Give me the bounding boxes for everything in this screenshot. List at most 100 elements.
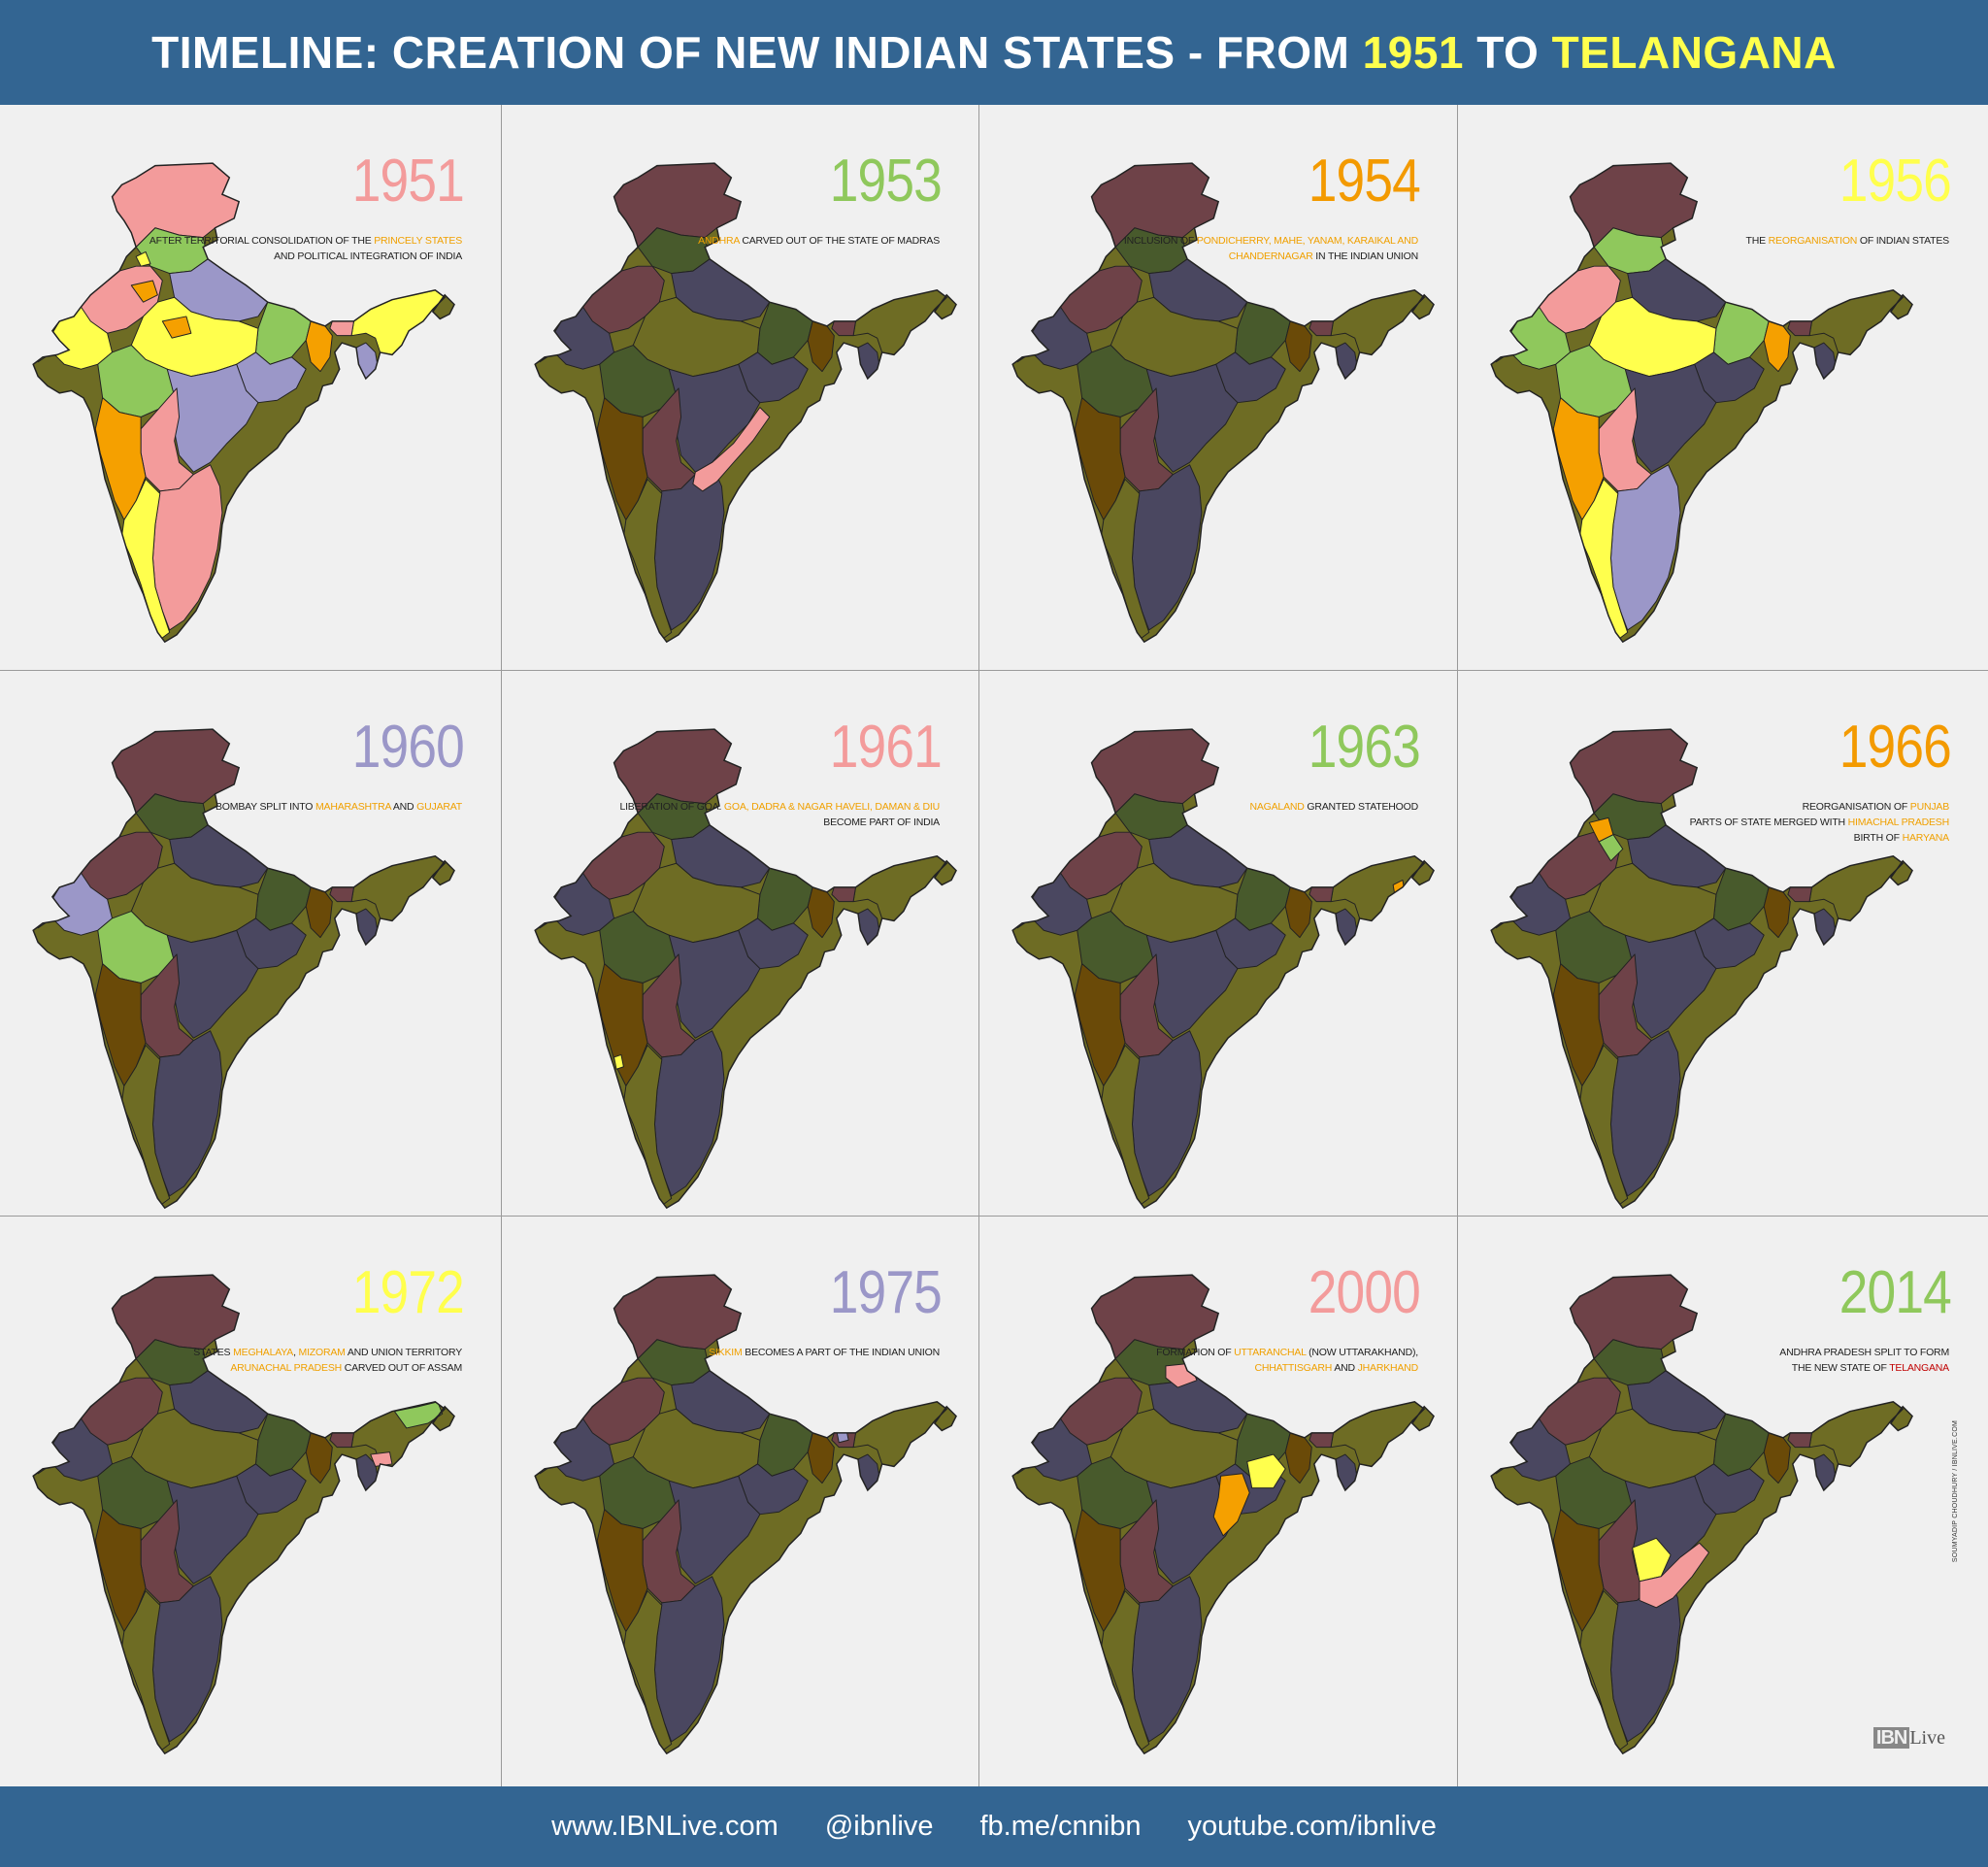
event-description: ANDHRA CARVED OUT OF THE STATE OF MADRAS — [619, 233, 940, 249]
state-region — [388, 1465, 403, 1489]
india-map-1956 — [1470, 142, 1936, 656]
year-label: 1956 — [1839, 148, 1952, 215]
description-text: AND — [1332, 1362, 1358, 1374]
india-outline — [1011, 1274, 1435, 1755]
description-text: AFTER TERRITORIAL CONSOLIDATION OF THE — [149, 235, 375, 247]
description-text: (NOW UTTARAKHAND), — [1306, 1347, 1418, 1358]
title-part-timeline: TIMELINE: — [151, 27, 380, 78]
event-description: STATES MEGHALAYA, MIZORAM AND UNION TERR… — [142, 1345, 462, 1376]
year-label: 1951 — [351, 148, 465, 215]
panel-1954: 1954 INCLUSION OF PONDICHERRY, MAHE, YANA… — [979, 105, 1458, 671]
highlighted-state-name: PUNJAB — [1909, 801, 1949, 813]
year-label: 1963 — [1308, 714, 1421, 781]
description-text: BIRTH OF — [1853, 832, 1903, 844]
state-region — [807, 320, 835, 373]
india-outline — [1011, 728, 1435, 1210]
state-region — [1191, 583, 1200, 597]
india-outline — [534, 728, 957, 1210]
event-description: THE REORGANISATION OF INDIAN STATES — [1629, 233, 1950, 249]
description-text: AND POLITICAL INTEGRATION OF INDIA — [274, 250, 462, 262]
state-region — [305, 1432, 333, 1484]
state-region — [622, 479, 673, 641]
state-region — [1100, 479, 1150, 641]
state-region — [161, 316, 192, 339]
state-region — [1212, 1473, 1250, 1537]
highlighted-state-name: NAGALAND — [1249, 801, 1305, 813]
state-region — [305, 320, 333, 373]
year-label: 1975 — [829, 1259, 943, 1326]
year-label: 1960 — [351, 714, 465, 781]
event-description: ANDHRA PRADESH SPLIT TO FORM THE NEW STAT… — [1629, 1345, 1949, 1376]
state-region — [1284, 886, 1312, 939]
highlighted-state-name: UTTARANCHAL — [1234, 1347, 1307, 1358]
india-outline — [1490, 1274, 1913, 1755]
year-label: 1954 — [1308, 148, 1421, 215]
year-label: 1972 — [351, 1259, 465, 1326]
india-outline — [32, 162, 455, 644]
state-region — [135, 250, 151, 267]
panel-2000: 2000 FORMATION OF UTTARANCHAL (NOW UTTARA… — [979, 1217, 1458, 1786]
description-text: CARVED OUT OF ASSAM — [342, 1362, 462, 1374]
india-map-1966 — [1470, 708, 1936, 1216]
description-text: PARTS OF STATE MERGED WITH — [1689, 817, 1848, 828]
highlighted-state-name: MEGHALAYA — [233, 1347, 294, 1358]
footer-link-facebook[interactable]: fb.me/cnnibn — [979, 1811, 1142, 1842]
india-map-1951 — [12, 142, 478, 656]
description-text: INCLUSION OF — [1123, 235, 1197, 247]
highlighted-state-name: TELANGANA — [1889, 1362, 1949, 1374]
footer-link-website[interactable]: www.IBNLive.com — [551, 1811, 779, 1842]
highlighted-state-name: ANDHRA — [698, 235, 740, 247]
description-text: , — [293, 1347, 299, 1358]
panel-1951: 1951 AFTER TERRITORIAL CONSOLIDATION OF T… — [0, 105, 502, 671]
description-text: AND — [390, 801, 417, 813]
logo-box: IBN — [1872, 1727, 1910, 1749]
title-part-to: TO — [1464, 27, 1552, 78]
state-region — [1763, 886, 1791, 939]
year-label: 2000 — [1308, 1259, 1421, 1326]
description-text: LIBERATION OF GOA. — [619, 801, 724, 813]
panel-1963: 1963 NAGALAND GRANTED STATEHOOD — [979, 671, 1458, 1217]
panel-1956: 1956 THE REORGANISATION OF INDIAN STATES — [1458, 105, 1988, 671]
india-map-1963 — [991, 708, 1457, 1216]
highlighted-state-name: MIZORAM — [298, 1347, 346, 1358]
state-region — [1639, 1542, 1710, 1609]
highlighted-state-name: HIMACHAL PRADESH — [1847, 817, 1950, 828]
footer-link-youtube[interactable]: youtube.com/ibnlive — [1187, 1811, 1437, 1842]
india-map-1954 — [991, 142, 1457, 656]
state-region — [120, 1590, 171, 1752]
title-part-telangana: TELANGANA — [1551, 27, 1837, 78]
logo-text: Live — [1909, 1727, 1945, 1749]
state-region — [622, 1045, 673, 1207]
state-region — [1284, 1432, 1312, 1484]
description-text: GRANTED STATEHOOD — [1304, 801, 1418, 813]
state-region — [1632, 1537, 1672, 1583]
state-region — [393, 1401, 444, 1429]
description-text: CARVED OUT OF THE STATE OF MADRAS — [739, 235, 940, 247]
panel-2014: 2014 ANDHRA PRADESH SPLIT TO FORM THE NEW … — [1458, 1217, 1988, 1786]
year-label: 1961 — [829, 714, 943, 781]
state-region — [1598, 834, 1624, 862]
description-text: IN THE INDIAN UNION — [1312, 250, 1418, 262]
highlighted-state-name: PRINCELY STATES — [374, 235, 462, 247]
india-outline — [1490, 728, 1913, 1210]
state-region — [370, 1451, 393, 1467]
state-region — [836, 1427, 849, 1444]
highlighted-state-name: ARUNACHAL PRADESH — [230, 1362, 343, 1374]
india-outline — [32, 1274, 455, 1755]
highlighted-state-name: GUJARAT — [416, 801, 462, 813]
ibnlive-logo: IBN Live — [1872, 1727, 1945, 1750]
india-outline — [534, 162, 957, 644]
footer: www.IBNLive.com @ibnlive fb.me/cnnibn yo… — [0, 1786, 1988, 1867]
highlighted-state-name: JHARKHAND — [1357, 1362, 1419, 1374]
event-description: FORMATION OF UTTARANCHAL (NOW UTTARAKHAN… — [1098, 1345, 1418, 1376]
state-region — [1763, 1432, 1791, 1484]
event-description: BOMBAY SPLIT INTO MAHARASHTRA AND GUJARA… — [142, 799, 462, 815]
india-map-2014 — [1470, 1253, 1936, 1768]
state-region — [120, 1045, 171, 1207]
footer-link-twitter[interactable]: @ibnlive — [824, 1811, 934, 1842]
state-region — [1578, 479, 1629, 641]
event-description: SIKKIM BECOMES A PART OF THE INDIAN UNIO… — [619, 1345, 940, 1360]
india-map-1961 — [514, 708, 978, 1216]
panel-1966: 1966 REORGANISATION OF PUNJAB PARTS OF STA… — [1458, 671, 1988, 1217]
highlighted-state-name: REORGANISATION — [1768, 235, 1858, 247]
